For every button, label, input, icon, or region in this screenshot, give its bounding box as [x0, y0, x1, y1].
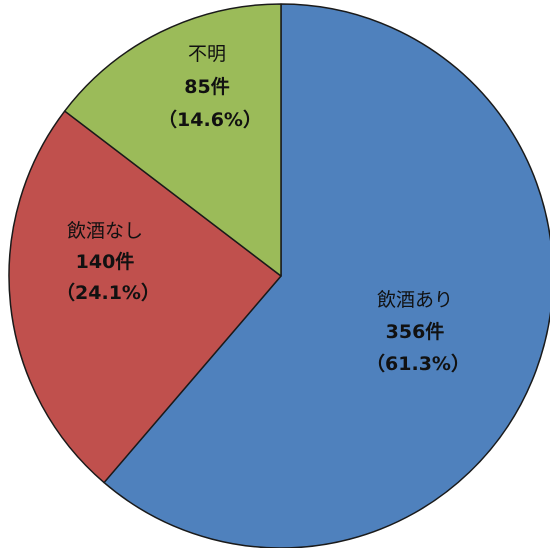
pie-labels: 飲酒あり 356件 （61.3%） 飲酒なし 140件 （24.1%） 不明 8… — [56, 43, 470, 375]
pie-slices — [8, 3, 550, 548]
pie-slice-1 — [8, 110, 282, 484]
slice-name-0: 飲酒あり — [377, 289, 453, 311]
slice-count-2: 85件 — [184, 75, 229, 98]
slice-percent-2: （14.6%） — [158, 108, 262, 131]
slice-name-2: 不明 — [188, 43, 226, 65]
slice-percent-0: （61.3%） — [366, 352, 470, 375]
slice-percent-1: （24.1%） — [56, 281, 160, 304]
slice-label-1: 飲酒なし 140件 （24.1%） — [56, 220, 160, 304]
slice-count-0: 356件 — [386, 320, 445, 343]
slice-label-2: 不明 85件 （14.6%） — [158, 43, 262, 131]
pie-slice-2 — [63, 3, 282, 277]
slice-name-1: 飲酒なし — [67, 220, 143, 242]
slice-label-0: 飲酒あり 356件 （61.3%） — [366, 289, 470, 375]
pie-slice-0 — [103, 3, 550, 548]
slice-count-1: 140件 — [76, 250, 135, 273]
